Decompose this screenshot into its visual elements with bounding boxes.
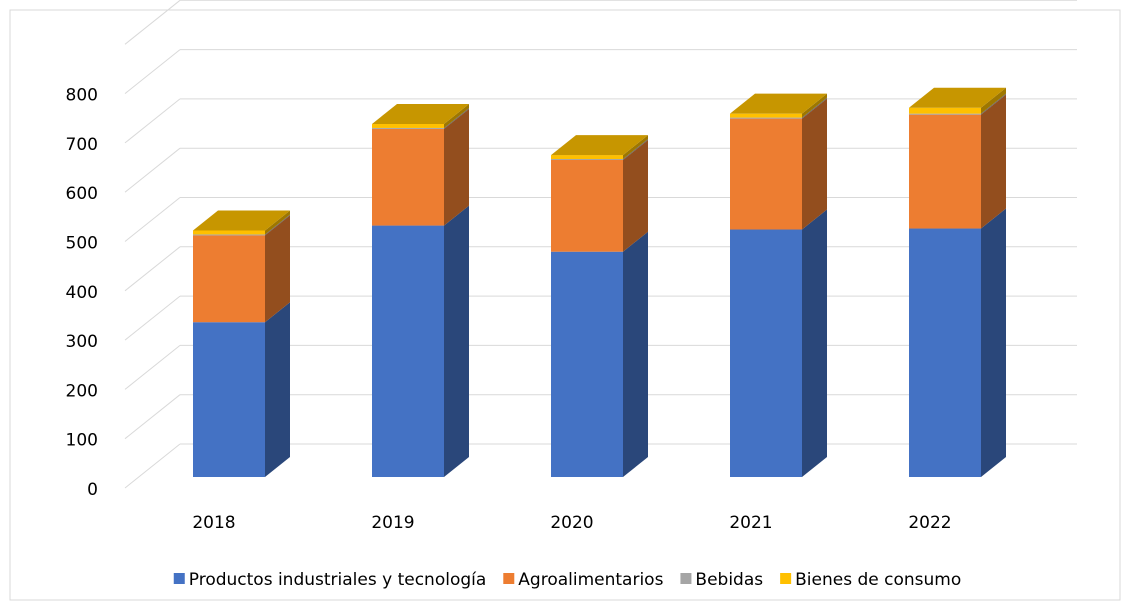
bar-segment-side	[444, 108, 469, 226]
bar-segment	[193, 230, 265, 235]
bar-segment	[193, 322, 265, 477]
legend-label: Agroalimentarios	[518, 570, 663, 590]
grid-line	[124, 197, 181, 242]
bar-segment	[551, 251, 623, 477]
bar-segment	[372, 225, 444, 477]
legend-swatch	[680, 573, 692, 584]
y-tick-label: 200	[66, 381, 98, 401]
bar-segment	[551, 160, 623, 252]
bar-segment-side	[444, 107, 469, 129]
bar-segment	[551, 155, 623, 160]
bar-segment-top	[193, 210, 290, 231]
bar-segment	[730, 113, 802, 118]
legend-swatch	[173, 573, 185, 584]
bar-segment-side	[623, 231, 648, 477]
x-tick-label: 2019	[371, 513, 414, 533]
x-tick-label: 2021	[729, 513, 772, 533]
bar-segment-side	[981, 93, 1006, 115]
bar-segment-side	[265, 302, 290, 477]
x-tick-label: 2020	[550, 513, 593, 533]
y-tick-label: 0	[87, 480, 98, 500]
grid-line	[124, 49, 181, 94]
bar-segment	[551, 159, 623, 161]
y-tick-label: 100	[66, 431, 98, 451]
bar-segment	[372, 128, 444, 226]
bar-segment	[730, 117, 802, 119]
bar-segment-side	[981, 94, 1006, 229]
bar-segment-side	[623, 135, 648, 160]
legend-swatch	[780, 573, 792, 584]
bar-segment	[730, 229, 802, 477]
bar-segment-side	[265, 214, 290, 236]
grid-line	[124, 345, 181, 390]
grid-line	[124, 295, 181, 341]
bar-segment	[372, 127, 444, 129]
bar-segment-side	[623, 139, 648, 161]
bar-segment-side	[802, 93, 827, 118]
x-tick-label: 2018	[192, 513, 235, 533]
bar-segment-side	[802, 97, 827, 119]
bar-segment-top	[909, 87, 1006, 108]
legend-swatch	[503, 573, 515, 584]
y-tick-label: 500	[66, 234, 98, 254]
bar-segment	[193, 234, 265, 236]
bar-segment-side	[444, 104, 469, 128]
legend-label: Bienes de consumo	[795, 570, 961, 590]
bar-segment	[909, 114, 981, 229]
y-tick-label: 300	[66, 332, 98, 352]
y-tick-label: 800	[66, 86, 98, 106]
bar-segment-side	[981, 87, 1006, 114]
y-tick-label: 700	[66, 135, 98, 155]
bar-segment-side	[802, 98, 827, 230]
bar-segment	[909, 107, 981, 114]
grid-line	[124, 147, 181, 193]
bar-segment-side	[265, 215, 290, 323]
bar-segment-top	[730, 93, 827, 114]
bar-segment	[730, 118, 802, 230]
grid-line	[124, 98, 181, 144]
bar-segment-top	[372, 104, 469, 125]
y-tick-label: 400	[66, 283, 98, 303]
legend-label: Productos industriales y tecnología	[189, 570, 487, 590]
legend-label: Bebidas	[695, 570, 763, 590]
bar-segment	[193, 235, 265, 323]
bar-segment	[909, 228, 981, 477]
bar-segment	[372, 124, 444, 128]
grid-line	[124, 394, 181, 440]
bar-segment	[909, 113, 981, 115]
bar-segment-side	[265, 210, 290, 235]
bar-segment-top	[551, 135, 648, 156]
bar-segment-side	[623, 140, 648, 252]
bar-segment-side	[981, 208, 1006, 477]
x-tick-label: 2022	[908, 513, 951, 533]
grid-line	[124, 0, 181, 45]
grid-line	[124, 246, 181, 292]
y-tick-label: 600	[66, 184, 98, 204]
bar-segment-side	[802, 209, 827, 477]
grid-line	[124, 443, 181, 489]
bar-segment-side	[444, 205, 469, 477]
